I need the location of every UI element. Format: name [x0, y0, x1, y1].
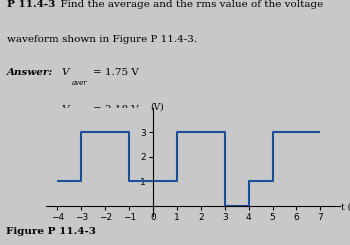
Text: Figure P 11.4‑3: Figure P 11.4‑3 — [6, 227, 96, 236]
Text: = 2.18 V: = 2.18 V — [93, 105, 139, 114]
Text: waveform shown in Figure P 11.4-3.: waveform shown in Figure P 11.4-3. — [7, 35, 197, 44]
Text: (V): (V) — [150, 102, 163, 111]
Text: aver: aver — [72, 79, 88, 87]
Text: V: V — [61, 105, 69, 114]
Text: V: V — [61, 68, 69, 77]
Text: Answer:: Answer: — [7, 68, 53, 77]
Text: = 1.75 V: = 1.75 V — [93, 68, 139, 77]
Text: rms: rms — [72, 116, 85, 124]
Text: Find the average and the rms value of the voltage: Find the average and the rms value of th… — [54, 0, 323, 9]
Text: P 11.4-3: P 11.4-3 — [7, 0, 55, 9]
Text: t (s): t (s) — [341, 203, 350, 211]
